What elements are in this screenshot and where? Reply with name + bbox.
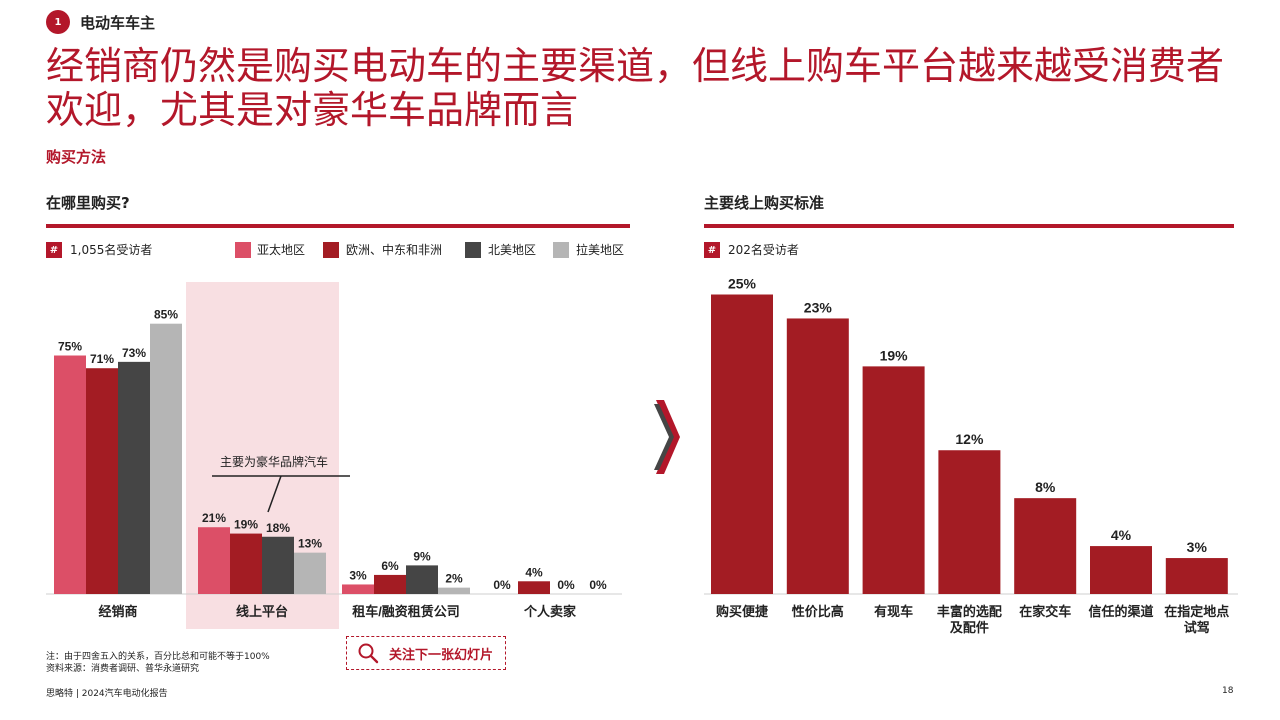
data-label-criterion-0: 25% bbox=[728, 276, 757, 292]
page-number: 18 bbox=[1222, 686, 1234, 696]
data-label-criterion-6: 3% bbox=[1187, 539, 1208, 555]
data-label-criterion-1: 23% bbox=[804, 299, 833, 315]
next-slide-callout[interactable]: 关注下一张幻灯片 bbox=[346, 636, 506, 670]
bar-cat-3-series-1 bbox=[518, 581, 550, 594]
bar-cat-1-series-2 bbox=[262, 536, 294, 594]
bar-criterion-0 bbox=[711, 294, 773, 594]
data-label-cat-2-series-1: 6% bbox=[381, 559, 399, 573]
category-label-criterion-5: 信任的渠道 bbox=[1088, 604, 1153, 619]
bar-cat-1-series-0 bbox=[198, 527, 230, 594]
category-label-criterion-4: 在家交车 bbox=[1019, 604, 1071, 619]
respondents-hash-badge-right: # bbox=[704, 242, 720, 258]
bar-cat-0-series-3 bbox=[150, 323, 182, 594]
bar-criterion-6 bbox=[1165, 558, 1228, 594]
category-label-criterion-6: 在指定地点试驾 bbox=[1164, 604, 1229, 635]
footer-source: 思略特 | 2024汽车电动化报告 bbox=[46, 689, 168, 699]
bar-cat-0-series-1 bbox=[86, 368, 118, 594]
data-label-cat-1-series-0: 21% bbox=[202, 511, 226, 525]
bar-cat-2-series-0 bbox=[342, 584, 374, 594]
bar-criterion-4 bbox=[1014, 498, 1077, 594]
category-label-criterion-0: 购买便捷 bbox=[716, 604, 769, 619]
data-label-cat-1-series-2: 18% bbox=[266, 521, 290, 535]
data-label-cat-2-series-3: 2% bbox=[445, 572, 463, 586]
legend-label-emea: 欧洲、中东和非洲 bbox=[346, 243, 443, 257]
category-label-cat-3: 个人卖家 bbox=[523, 604, 577, 619]
legend-swatch-na bbox=[465, 242, 481, 258]
right-bar-chart: 25% 购买便捷 23% 性价比高 19% 有现车 12% 丰富的选配及配件 8% 在家交车 4% 信… bbox=[704, 276, 1238, 635]
bar-cat-1-series-1 bbox=[230, 533, 262, 594]
bar-cat-0-series-0 bbox=[54, 355, 86, 594]
category-label-cat-1: 线上平台 bbox=[236, 604, 288, 619]
legend-swatch-apac bbox=[235, 242, 251, 258]
left-bar-chart: 75% 21% 3% 0% 71% 19% 6% 4% 73% 18% 9% 0% 85% 13% 2% 0%… bbox=[46, 282, 622, 629]
data-label-cat-2-series-2: 9% bbox=[413, 549, 431, 563]
legend-label-latam: 拉美地区 bbox=[576, 243, 625, 257]
data-label-cat-0-series-0: 75% bbox=[58, 340, 82, 354]
category-label-criterion-1: 性价比高 bbox=[792, 604, 844, 619]
data-label-cat-0-series-1: 71% bbox=[90, 352, 114, 366]
bar-cat-2-series-1 bbox=[374, 574, 406, 594]
data-label-cat-1-series-3: 13% bbox=[298, 537, 322, 551]
category-label-criterion-2: 有现车 bbox=[874, 604, 913, 619]
legend-swatch-emea bbox=[323, 242, 339, 258]
data-label-criterion-5: 4% bbox=[1111, 527, 1132, 543]
data-label-cat-3-series-0: 0% bbox=[493, 578, 511, 592]
right-chart-rule bbox=[704, 224, 1234, 228]
left-respondents-count: 1,055名受访者 bbox=[70, 243, 153, 257]
bar-cat-0-series-2 bbox=[118, 361, 150, 594]
left-chart-rule bbox=[46, 224, 630, 228]
bar-criterion-3 bbox=[938, 450, 1001, 594]
luxury-annotation-text: 主要为豪华品牌汽车 bbox=[220, 454, 328, 469]
page-subheading: 购买方法 bbox=[46, 148, 107, 166]
right-chart-title: 主要线上购买标准 bbox=[704, 194, 825, 212]
footnote-source: 资料来源：消费者调研、普华永道研究 bbox=[46, 664, 200, 674]
data-label-cat-2-series-0: 3% bbox=[349, 568, 367, 582]
category-label-cat-2: 租车/融资租赁公司 bbox=[352, 604, 460, 619]
data-label-cat-0-series-2: 73% bbox=[122, 346, 146, 360]
bar-criterion-1 bbox=[786, 318, 849, 594]
callout-text: 关注下一张幻灯片 bbox=[389, 647, 494, 663]
data-label-cat-0-series-3: 85% bbox=[154, 308, 178, 322]
section-title: 电动车车主 bbox=[80, 14, 156, 32]
left-chart-title: 在哪里购买? bbox=[46, 194, 130, 212]
page-headline: 经销商仍然是购买电动车的主要渠道，但线上购车平台越来越受消费者欢迎，尤其是对豪华… bbox=[46, 44, 1225, 132]
data-label-criterion-2: 19% bbox=[880, 347, 909, 363]
data-label-cat-1-series-1: 19% bbox=[234, 518, 258, 532]
data-label-cat-3-series-2: 0% bbox=[557, 578, 575, 592]
bar-criterion-2 bbox=[862, 366, 925, 594]
section-number-badge: 1 bbox=[46, 10, 70, 34]
search-icon bbox=[358, 643, 379, 664]
bar-criterion-5 bbox=[1090, 546, 1152, 594]
bar-cat-2-series-3 bbox=[438, 587, 470, 594]
data-label-cat-3-series-1: 4% bbox=[525, 565, 543, 579]
legend-label-na: 北美地区 bbox=[488, 243, 537, 257]
annotation-pointer bbox=[267, 475, 282, 513]
right-respondents-count: 202名受访者 bbox=[728, 243, 799, 257]
legend-label-apac: 亚太地区 bbox=[257, 243, 306, 257]
category-label-cat-0: 经销商 bbox=[98, 604, 137, 619]
data-label-cat-3-series-3: 0% bbox=[589, 578, 607, 592]
data-label-criterion-4: 8% bbox=[1035, 479, 1056, 495]
legend-swatch-latam bbox=[553, 242, 569, 258]
bar-cat-1-series-3 bbox=[294, 552, 326, 594]
respondents-hash-badge: # bbox=[46, 242, 62, 258]
footnote-rounding: 注：由于四舍五入的关系，百分比总和可能不等于100% bbox=[46, 652, 270, 662]
data-label-criterion-3: 12% bbox=[955, 431, 984, 447]
chevron-right-icon bbox=[654, 400, 680, 474]
bar-cat-2-series-2 bbox=[406, 565, 438, 594]
category-label-criterion-3: 丰富的选配及配件 bbox=[937, 604, 1002, 635]
